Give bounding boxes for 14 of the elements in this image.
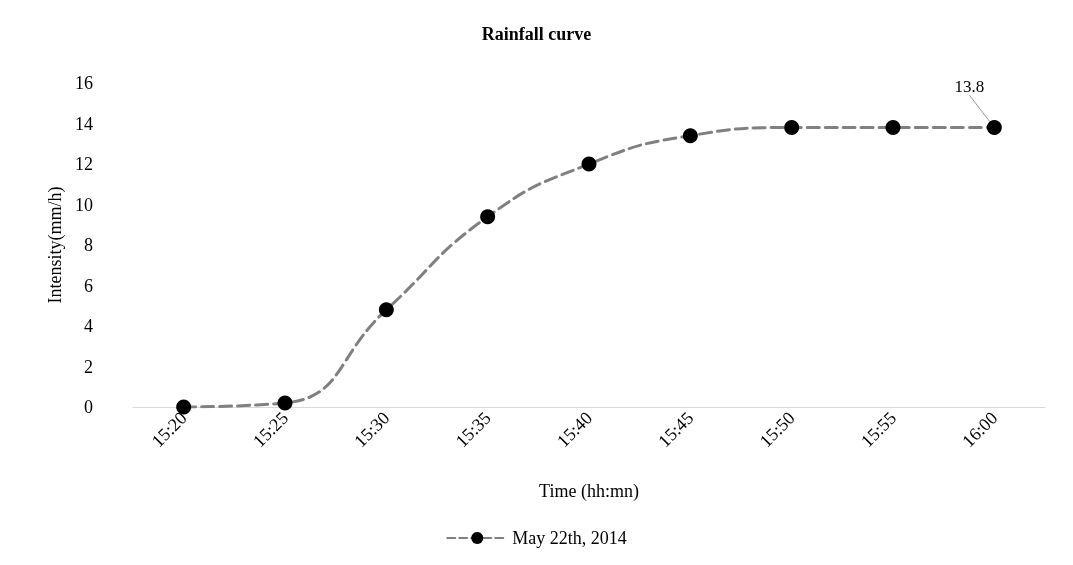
y-axis-title: Intensity(mm/h) (45, 186, 67, 304)
y-tick-label: 2 (84, 356, 93, 377)
chart-title: Rainfall curve (481, 24, 592, 44)
y-tick-label: 6 (84, 275, 93, 296)
y-tick-label: 12 (75, 154, 93, 174)
y-tick-label: 14 (75, 113, 93, 134)
data-label: 13.8 (954, 77, 985, 97)
y-tick-label: 4 (84, 316, 93, 336)
legend-label: May 22th, 2014 (512, 528, 627, 548)
y-tick-label: 0 (84, 397, 93, 417)
y-tick-label: 16 (75, 73, 93, 93)
x-axis-title: Time (hh:mn) (539, 481, 639, 502)
y-tick-label: 8 (84, 235, 93, 255)
y-tick-label: 10 (75, 194, 93, 215)
